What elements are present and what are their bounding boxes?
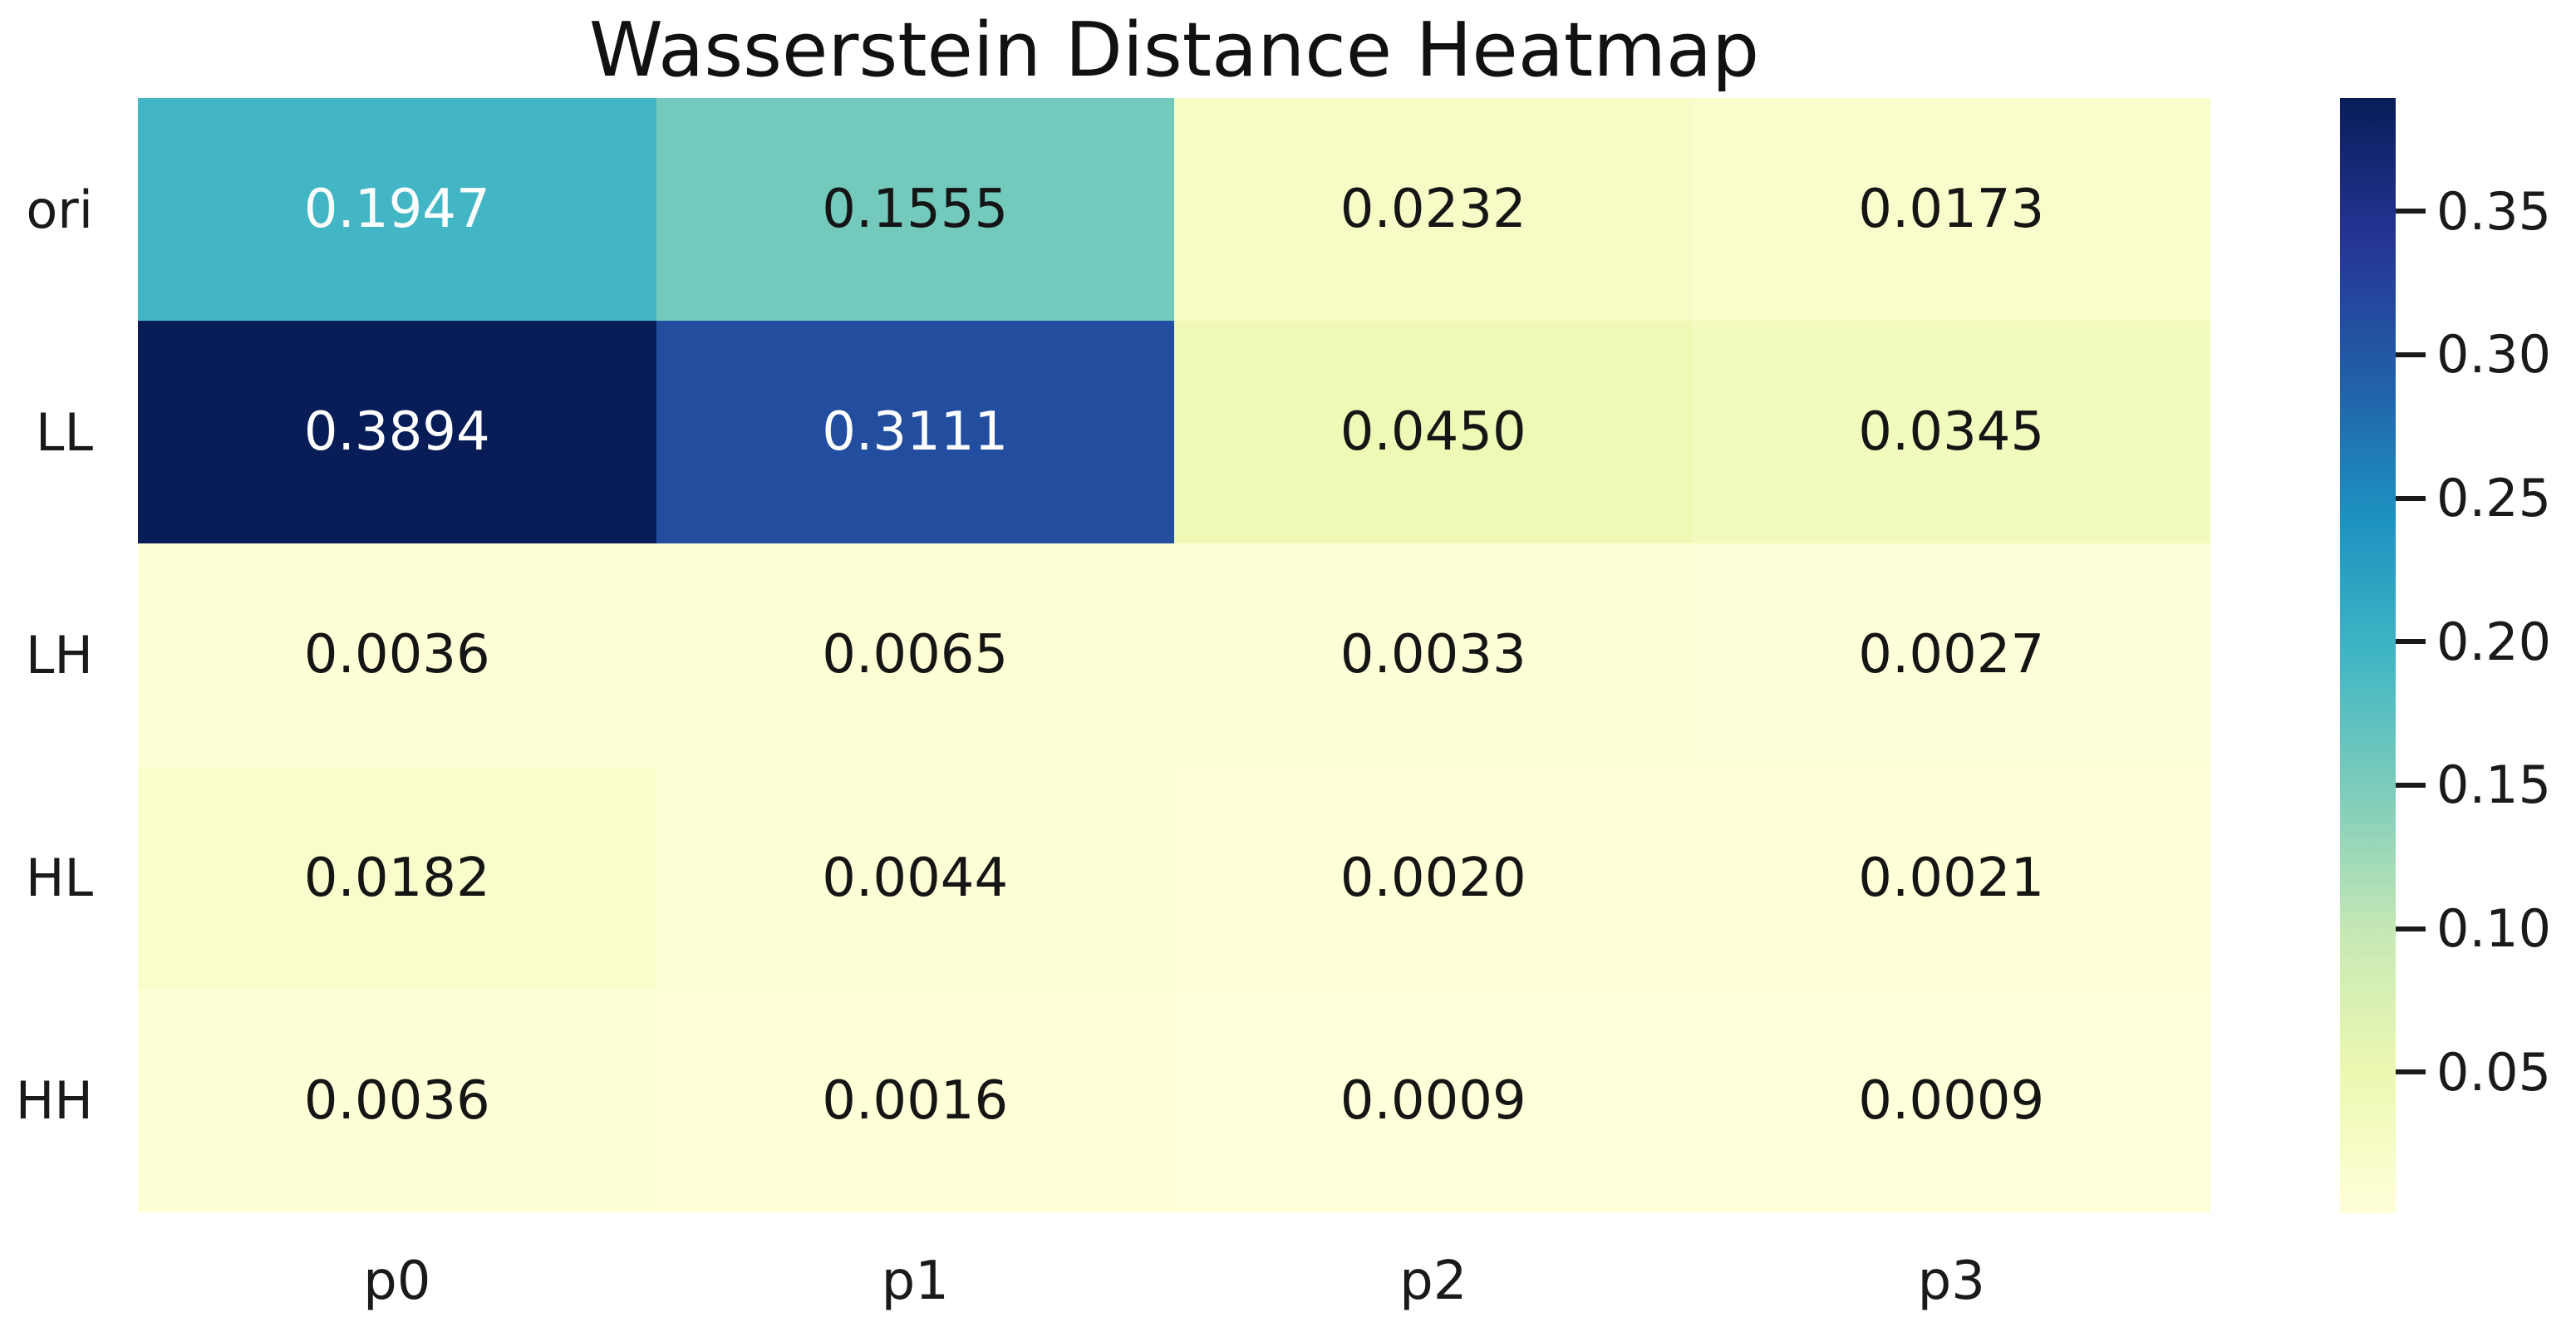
cell-value: 0.0345 — [1858, 401, 2045, 464]
cell-value: 0.3894 — [303, 401, 490, 464]
heatmap-cell-HL-p3: 0.0021 — [1692, 766, 2210, 990]
cell-value: 0.0009 — [1858, 1069, 2045, 1132]
heatmap-cell-LH-p1: 0.0065 — [656, 543, 1174, 767]
heatmap-cell-ori-p3: 0.0173 — [1692, 98, 2210, 322]
colorbar-tick-mark-0.15 — [2396, 782, 2426, 788]
heatmap-cell-ori-p0: 0.1947 — [138, 98, 656, 322]
colorbar-tick-label-0.35: 0.35 — [2436, 180, 2552, 242]
cell-value: 0.1947 — [303, 179, 490, 241]
colorbar-tick-mark-0.35 — [2396, 209, 2426, 214]
heatmap-cell-LH-p2: 0.0033 — [1174, 543, 1693, 767]
cell-value: 0.0173 — [1858, 179, 2045, 241]
colorbar-tick-label-0.20: 0.20 — [2436, 611, 2552, 672]
heatmap-cell-LH-p3: 0.0027 — [1692, 543, 2210, 767]
heatmap-cell-HL-p0: 0.0182 — [138, 766, 656, 990]
row-label-HL: HL — [25, 848, 93, 909]
heatmap-grid: 0.1947 0.1555 0.0232 0.0173 0.3894 0.3111 0.04… — [138, 98, 2210, 1212]
colorbar-tick-mark-0.20 — [2396, 639, 2426, 645]
cell-value: 0.1555 — [822, 179, 1009, 241]
cell-value: 0.0044 — [822, 847, 1009, 909]
colorbar-gradient — [2340, 98, 2396, 1213]
colorbar — [2340, 98, 2396, 1213]
col-label-p1: p1 — [881, 1251, 949, 1312]
heatmap-cell-LL-p0: 0.3894 — [138, 321, 656, 544]
chart-title: Wasserstein Distance Heatmap — [588, 7, 1760, 94]
heatmap-cell-HH-p3: 0.0009 — [1692, 989, 2210, 1212]
cell-value: 0.0182 — [303, 847, 490, 909]
cell-value: 0.0450 — [1340, 401, 1526, 464]
colorbar-tick-label-0.25: 0.25 — [2436, 468, 2552, 529]
colorbar-tick-label-0.05: 0.05 — [2436, 1041, 2552, 1103]
heatmap-cell-ori-p1: 0.1555 — [656, 98, 1174, 322]
cell-value: 0.0033 — [1340, 624, 1526, 686]
row-label-HH: HH — [15, 1070, 93, 1132]
cell-value: 0.0027 — [1858, 624, 2045, 686]
heatmap-cell-LL-p2: 0.0450 — [1174, 321, 1693, 544]
colorbar-tick-mark-0.25 — [2396, 495, 2426, 501]
cell-value: 0.0020 — [1340, 847, 1526, 909]
heatmap-cell-HH-p1: 0.0016 — [656, 989, 1174, 1212]
cell-value: 0.0016 — [822, 1069, 1009, 1132]
cell-value: 0.0021 — [1858, 847, 2045, 909]
heatmap-cell-HL-p2: 0.0020 — [1174, 766, 1693, 990]
colorbar-tick-label-0.30: 0.30 — [2436, 324, 2552, 386]
row-label-LL: LL — [35, 401, 93, 463]
heatmap-cell-HH-p0: 0.0036 — [138, 989, 656, 1212]
heatmap-cell-LL-p3: 0.0345 — [1692, 321, 2210, 544]
heatmap-cell-LL-p1: 0.3111 — [656, 321, 1174, 544]
col-label-p2: p2 — [1399, 1251, 1467, 1312]
cell-value: 0.0036 — [303, 624, 490, 686]
heatmap-cell-ori-p2: 0.0232 — [1174, 98, 1693, 322]
cell-value: 0.0036 — [303, 1069, 490, 1132]
cell-value: 0.0232 — [1340, 179, 1526, 241]
cell-value: 0.0009 — [1340, 1069, 1526, 1132]
row-label-ori: ori — [26, 179, 93, 240]
heatmap-cell-HH-p2: 0.0009 — [1174, 989, 1693, 1212]
colorbar-tick-mark-0.05 — [2396, 1069, 2426, 1075]
cell-value: 0.0065 — [822, 624, 1009, 686]
heatmap-cell-LH-p0: 0.0036 — [138, 543, 656, 767]
colorbar-tick-label-0.10: 0.10 — [2436, 898, 2552, 960]
col-label-p0: p0 — [363, 1251, 431, 1312]
cell-value: 0.3111 — [822, 401, 1009, 464]
colorbar-tick-label-0.15: 0.15 — [2436, 754, 2552, 816]
colorbar-tick-mark-0.10 — [2396, 926, 2426, 931]
col-label-p3: p3 — [1917, 1251, 1985, 1312]
row-label-LH: LH — [25, 624, 93, 686]
colorbar-tick-mark-0.30 — [2396, 351, 2426, 357]
heatmap-cell-HL-p1: 0.0044 — [656, 766, 1174, 990]
